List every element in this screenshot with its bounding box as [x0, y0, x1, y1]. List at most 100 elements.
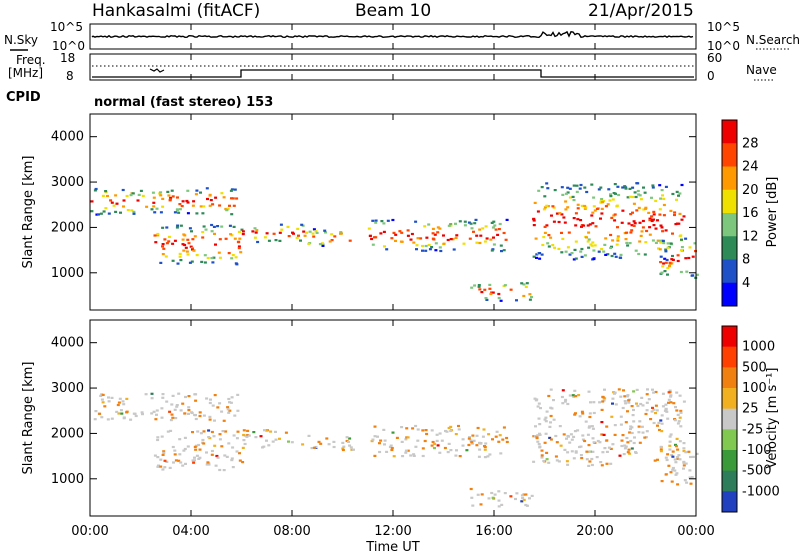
data-cell — [373, 454, 377, 457]
data-cell — [613, 424, 617, 427]
data-cell — [630, 229, 634, 232]
data-cell — [557, 247, 561, 250]
data-cell — [664, 261, 668, 264]
data-cell — [546, 187, 550, 190]
data-cell — [632, 441, 636, 445]
colorbar-tick-label: 1000 — [742, 340, 775, 355]
y-tick-label: 3000 — [51, 175, 84, 190]
data-cell — [573, 413, 577, 416]
data-cell — [630, 224, 634, 227]
data-cell — [576, 218, 580, 221]
data-cell — [678, 458, 682, 461]
data-cell — [98, 412, 102, 415]
data-cell — [484, 442, 488, 445]
data-cell — [400, 426, 404, 429]
data-cell — [549, 406, 553, 409]
data-cell — [175, 226, 179, 229]
data-cell — [540, 253, 544, 256]
data-cell — [682, 442, 686, 445]
data-cell — [515, 299, 518, 302]
data-cell — [538, 446, 542, 449]
data-cell — [587, 390, 591, 393]
data-cell — [463, 224, 467, 227]
data-cell — [211, 261, 215, 264]
data-cell — [657, 247, 660, 250]
data-cell — [101, 401, 105, 404]
data-cell — [310, 447, 314, 450]
data-cell — [680, 218, 684, 221]
data-cell — [659, 450, 663, 453]
data-cell — [499, 244, 503, 247]
data-cell — [187, 406, 191, 409]
data-cell — [409, 454, 413, 457]
data-cell — [658, 428, 661, 432]
data-cell — [449, 223, 453, 226]
data-cell — [650, 215, 654, 218]
data-cell — [221, 430, 225, 433]
data-cell — [475, 434, 479, 437]
data-cell — [228, 204, 231, 207]
data-cell — [278, 437, 281, 440]
data-cell — [470, 442, 474, 445]
data-cell — [439, 249, 443, 253]
data-cell — [187, 412, 190, 415]
data-cell — [585, 458, 589, 461]
data-cell — [669, 471, 673, 474]
data-cell — [171, 195, 175, 198]
data-cell — [218, 468, 222, 472]
data-cell — [238, 459, 242, 462]
data-cell — [568, 253, 572, 256]
data-cell — [400, 231, 404, 234]
data-cell — [280, 228, 284, 231]
data-cell — [352, 448, 355, 451]
data-cell — [668, 262, 672, 266]
data-cell — [617, 388, 621, 391]
data-cell — [231, 254, 235, 257]
data-cell — [648, 233, 652, 236]
data-cell — [627, 222, 631, 225]
data-cell — [625, 436, 629, 440]
data-cell — [175, 404, 179, 407]
data-cell — [537, 189, 541, 192]
data-cell — [562, 433, 566, 436]
data-cell — [618, 454, 622, 457]
colorbar-segment — [722, 236, 737, 260]
data-cell — [545, 224, 549, 227]
data-cell — [661, 194, 664, 197]
data-cell — [596, 439, 600, 443]
data-cell — [621, 406, 625, 410]
data-cell — [156, 438, 160, 442]
data-cell — [671, 232, 674, 235]
data-cell — [659, 261, 663, 264]
data-cell — [110, 396, 114, 399]
data-cell — [199, 191, 202, 194]
data-cell — [419, 237, 423, 240]
data-cell — [688, 476, 692, 479]
data-cell — [590, 457, 594, 461]
data-cell — [173, 239, 177, 242]
y-tick-label: 1000 — [51, 266, 84, 281]
data-cell — [197, 443, 201, 447]
data-cell — [136, 199, 140, 202]
data-cell — [490, 221, 494, 224]
data-cell — [465, 449, 469, 452]
data-cell — [229, 189, 233, 192]
data-cell — [226, 207, 230, 210]
data-cell — [609, 193, 612, 196]
data-cell — [194, 417, 198, 421]
power-data-cells — [90, 182, 699, 302]
beam-title: Beam 10 — [355, 1, 431, 21]
data-cell — [566, 246, 570, 249]
data-cell — [262, 445, 266, 448]
data-cell — [682, 449, 686, 453]
data-cell — [662, 197, 666, 200]
data-cell — [628, 242, 632, 245]
data-cell — [193, 235, 197, 238]
data-cell — [107, 400, 111, 403]
data-cell — [468, 436, 471, 439]
data-cell — [383, 439, 387, 442]
data-cell — [213, 444, 217, 447]
data-cell — [600, 408, 604, 411]
data-cell — [525, 504, 529, 507]
data-cell — [623, 444, 627, 447]
